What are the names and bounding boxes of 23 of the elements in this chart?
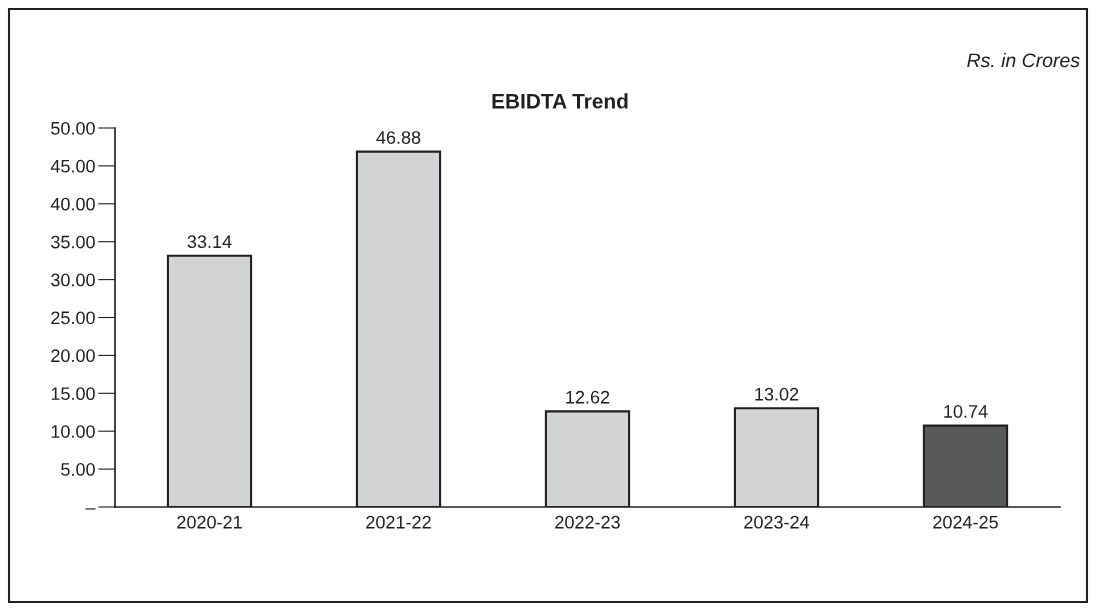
y-tick-label: 25.00	[51, 311, 95, 325]
y-tick-label: –	[85, 508, 96, 510]
y-tick-label: 20.00	[51, 349, 95, 363]
y-tick-label: 35.00	[51, 235, 95, 249]
y-tick-label: 15.00	[51, 387, 95, 401]
data-label: 33.14	[187, 235, 232, 249]
x-tick-label: 2023-24	[744, 515, 810, 529]
chart-title: EBIDTA Trend	[492, 93, 628, 109]
y-tick-label: 50.00	[51, 121, 95, 135]
y-tick-label: 10.00	[51, 425, 95, 438]
y-tick-label: 40.00	[50, 197, 95, 211]
y-tick-label: 5.00	[61, 463, 95, 476]
x-tick-label: 2022-23	[555, 515, 620, 529]
text: Rs. in Crores	[967, 52, 1080, 68]
data-label: 12.62	[566, 390, 610, 404]
x-tick-label: 2021-22	[366, 515, 431, 529]
data-label: 13.02	[755, 387, 799, 401]
y-tick-label: 30.00	[51, 273, 95, 287]
x-tick-label: 2020-21	[177, 515, 242, 529]
y-tick-label: 45.00	[50, 159, 95, 173]
x-tick-label: 2024-25	[933, 515, 998, 529]
data-label: 10.74	[944, 405, 988, 418]
data-label: 46.88	[376, 131, 421, 144]
